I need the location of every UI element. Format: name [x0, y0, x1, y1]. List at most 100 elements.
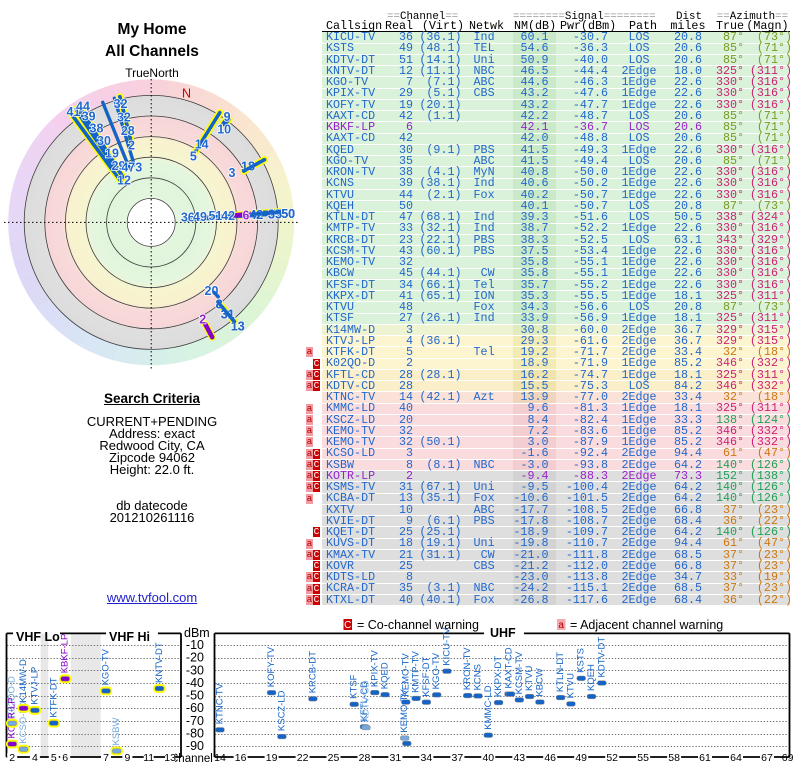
svg-text:473: 473 [121, 160, 142, 174]
svg-text:55: 55 [637, 752, 649, 764]
svg-text:-80: -80 [186, 727, 204, 741]
svg-text:67: 67 [761, 752, 773, 764]
svg-text:6: 6 [243, 208, 250, 222]
svg-text:42: 42 [221, 209, 235, 223]
svg-text:KSTS: KSTS [576, 648, 587, 673]
svg-text:KTVU: KTVU [524, 666, 535, 691]
svg-text:69: 69 [782, 752, 794, 764]
svg-text:KTVU: KTVU [565, 673, 576, 698]
svg-text:-70: -70 [186, 714, 204, 728]
svg-text:KRON-TV: KRON-TV [462, 647, 473, 690]
svg-text:= Co-channel warning: = Co-channel warning [357, 618, 479, 632]
svg-text:KBKF-LP: KBKF-LP [60, 634, 71, 674]
svg-text:31: 31 [390, 752, 402, 764]
svg-text:VHF Hi: VHF Hi [109, 630, 150, 644]
svg-text:16: 16 [235, 752, 247, 764]
svg-text:31: 31 [221, 308, 235, 322]
svg-text:29: 29 [112, 159, 126, 173]
svg-text:49: 49 [193, 210, 207, 224]
svg-text:KMTP-TV: KMTP-TV [411, 651, 422, 693]
svg-text:KEMO-TV: KEMO-TV [399, 689, 410, 733]
svg-text:KFSF-DT: KFSF-DT [421, 656, 432, 696]
svg-text:KICU-TV: KICU-TV [442, 627, 453, 666]
svg-text:32: 32 [114, 97, 128, 111]
svg-text:C: C [344, 620, 351, 631]
svg-text:Channel: Channel [170, 753, 213, 765]
svg-text:2: 2 [128, 139, 135, 153]
svg-text:49: 49 [575, 752, 587, 764]
svg-text:22: 22 [297, 752, 309, 764]
svg-text:-50: -50 [186, 689, 204, 703]
svg-text:42: 42 [249, 208, 263, 222]
svg-text:39: 39 [82, 109, 96, 123]
svg-text:-40: -40 [186, 676, 204, 690]
svg-text:46: 46 [544, 752, 556, 764]
svg-text:58: 58 [668, 752, 680, 764]
svg-text:KGO-TV: KGO-TV [101, 648, 112, 685]
svg-text:2: 2 [9, 752, 15, 764]
svg-text:28: 28 [359, 752, 371, 764]
svg-text:KFTL-CD: KFTL-CD [359, 681, 370, 721]
svg-text:KSBW: KSBW [111, 717, 122, 745]
svg-text:N: N [182, 87, 191, 101]
svg-text:8: 8 [216, 297, 223, 311]
svg-text:13: 13 [231, 320, 245, 334]
svg-text:UHF: UHF [490, 626, 516, 640]
svg-text:KCSO-LD: KCSO-LD [18, 701, 29, 743]
svg-text:KTLN-DT: KTLN-DT [555, 652, 566, 692]
svg-text:KDTV-DT: KDTV-DT [596, 637, 607, 678]
svg-text:30: 30 [97, 134, 111, 148]
svg-text:50: 50 [281, 207, 295, 221]
svg-text:KDTV-CD: KDTV-CD [361, 680, 372, 722]
svg-text:-60: -60 [186, 701, 204, 715]
svg-text:2: 2 [199, 313, 206, 327]
svg-text:= Adjacent channel warning: = Adjacent channel warning [570, 618, 723, 632]
svg-text:10: 10 [217, 122, 231, 136]
svg-text:9: 9 [224, 110, 231, 124]
svg-text:KMMC-LD: KMMC-LD [483, 685, 494, 729]
svg-text:14: 14 [214, 752, 226, 764]
svg-text:64: 64 [730, 752, 742, 764]
svg-text:KCNS: KCNS [473, 664, 484, 690]
svg-text:K14MW-D: K14MW-D [18, 659, 29, 703]
svg-text:VHF Lo: VHF Lo [16, 630, 60, 644]
svg-text:38: 38 [90, 122, 104, 136]
svg-text:19: 19 [266, 752, 278, 764]
svg-text:35: 35 [268, 207, 282, 221]
svg-text:-30: -30 [186, 663, 204, 677]
svg-text:KKPX-DT: KKPX-DT [493, 656, 504, 697]
svg-text:13: 13 [164, 752, 176, 764]
svg-text:5: 5 [190, 150, 197, 164]
svg-text:61: 61 [699, 752, 711, 764]
svg-text:KRCB-DT: KRCB-DT [307, 651, 318, 693]
svg-text:41: 41 [67, 105, 81, 119]
svg-text:37: 37 [452, 752, 464, 764]
svg-text:34: 34 [421, 752, 433, 764]
svg-text:14: 14 [195, 137, 209, 151]
svg-text:KSCZ-LD: KSCZ-LD [276, 690, 287, 731]
svg-text:12: 12 [117, 174, 131, 188]
svg-text:5: 5 [51, 752, 57, 764]
svg-text:51: 51 [208, 209, 222, 223]
svg-text:KGO-TV: KGO-TV [431, 652, 442, 689]
svg-text:25: 25 [328, 752, 340, 764]
svg-text:32: 32 [117, 111, 131, 125]
svg-text:KBCW: KBCW [534, 668, 545, 697]
svg-text:18: 18 [241, 160, 255, 174]
svg-text:50: 50 [281, 207, 295, 221]
svg-text:KPIX-TV: KPIX-TV [369, 649, 380, 687]
svg-text:40: 40 [482, 752, 494, 764]
svg-text:KTSF: KTSF [349, 674, 360, 698]
svg-text:-20: -20 [186, 651, 204, 665]
svg-text:KOFY-TV: KOFY-TV [266, 646, 277, 687]
svg-text:KNTV-DT: KNTV-DT [154, 642, 165, 683]
svg-text:3: 3 [229, 166, 236, 180]
svg-text:44: 44 [76, 100, 90, 114]
svg-text:KEMO-TV: KEMO-TV [400, 653, 411, 697]
svg-text:43: 43 [513, 752, 525, 764]
svg-text:KOTR-LP: KOTR-LP [7, 697, 18, 738]
svg-text:K02QO-D: K02QO-D [7, 676, 18, 718]
svg-text:-90: -90 [186, 739, 204, 753]
svg-text:4: 4 [32, 752, 38, 764]
svg-text:9: 9 [124, 752, 130, 764]
